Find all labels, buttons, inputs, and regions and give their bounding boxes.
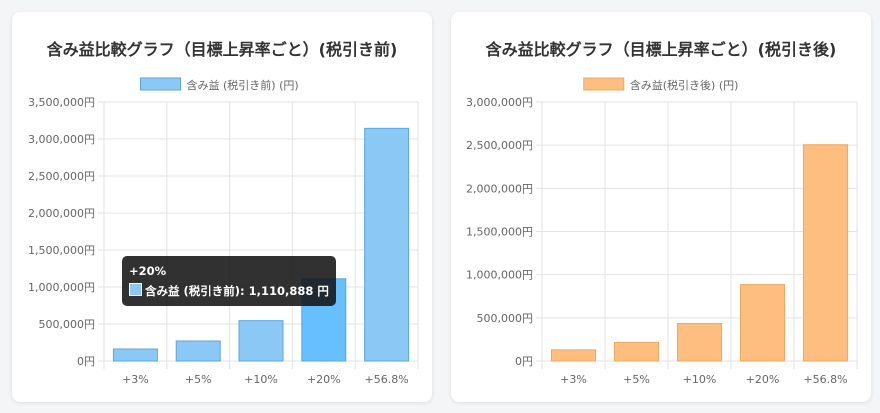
chart-card-pretax: 含み益比較グラフ（目標上昇率ごと）(税引き前) 含み益 (税引き前) (円) 0円… xyxy=(12,12,432,402)
x-tick-label: +10% xyxy=(683,373,717,386)
tooltip: +20% 含み益 (税引き前): 1,110,888 円 xyxy=(122,256,336,306)
y-tick-label: 1,000,000円 xyxy=(28,281,95,294)
bar-+5% xyxy=(175,340,221,362)
x-tick-label: +5% xyxy=(185,373,212,386)
chart-card-posttax: 含み益比較グラフ（目標上昇率ごと）(税引き後) 含み益(税引き後) (円) 0円 5… xyxy=(451,12,871,402)
y-tick-label: 500,000円 xyxy=(39,318,96,331)
chart-title: 含み益比較グラフ（目標上昇率ごと）(税引き後) xyxy=(485,40,837,59)
legend-label: 含み益(税引き後) (円) xyxy=(630,78,739,92)
y-tick-label: 2,000,000円 xyxy=(28,207,95,220)
y-tick-label: 1,500,000円 xyxy=(28,244,95,257)
y-tick-label: 3,000,000円 xyxy=(466,96,533,109)
y-tick-label: 3,500,000円 xyxy=(28,96,95,109)
x-tick-label: +20% xyxy=(307,373,341,386)
y-tick-label: 3,000,000円 xyxy=(28,133,95,146)
x-tick-label: +5% xyxy=(623,373,650,386)
x-tick-label: +3% xyxy=(560,373,587,386)
legend-swatch xyxy=(140,77,181,91)
bar-+56.8% xyxy=(364,127,410,362)
bar-+20% xyxy=(739,284,786,362)
y-tick-label: 500,000円 xyxy=(477,312,534,325)
y-tick-label: 0円 xyxy=(77,355,95,368)
tooltip-swatch xyxy=(129,283,142,296)
y-tick-label: 2,500,000円 xyxy=(466,139,533,152)
bar-chart-posttax[interactable]: 含み益(税引き後) (円) 0円 500,000円 1,000,000円 1,500,0… xyxy=(451,12,871,402)
y-tick-label: 0円 xyxy=(515,355,533,368)
bar-+3% xyxy=(550,349,597,362)
bar-chart-pretax[interactable]: 含み益 (税引き前) (円) 0円 500,000円 1,000,000円 1,500,… xyxy=(12,12,432,402)
tooltip-title: +20% xyxy=(129,264,167,278)
x-tick-label: +20% xyxy=(746,373,780,386)
bar-+10% xyxy=(676,323,723,362)
chart-title: 含み益比較グラフ（目標上昇率ごと）(税引き前) xyxy=(46,40,398,59)
x-tick-label: +56.8% xyxy=(803,373,847,386)
tooltip-label: 含み益 (税引き前): 1,110,888 円 xyxy=(145,284,329,298)
y-tick-label: 1,500,000円 xyxy=(466,226,533,239)
y-tick-label: 2,500,000円 xyxy=(28,170,95,183)
x-tick-label: +56.8% xyxy=(365,373,409,386)
bar-+3% xyxy=(112,348,158,362)
y-tick-label: 2,000,000円 xyxy=(466,182,533,195)
bar-+56.8% xyxy=(802,144,849,362)
legend-label: 含み益 (税引き前) (円) xyxy=(187,78,299,92)
bar-+5% xyxy=(613,341,660,362)
legend-swatch xyxy=(583,77,625,91)
x-tick-label: +10% xyxy=(244,373,278,386)
y-tick-label: 1,000,000円 xyxy=(466,269,533,282)
bar-+10% xyxy=(238,320,284,362)
x-tick-label: +3% xyxy=(122,373,149,386)
